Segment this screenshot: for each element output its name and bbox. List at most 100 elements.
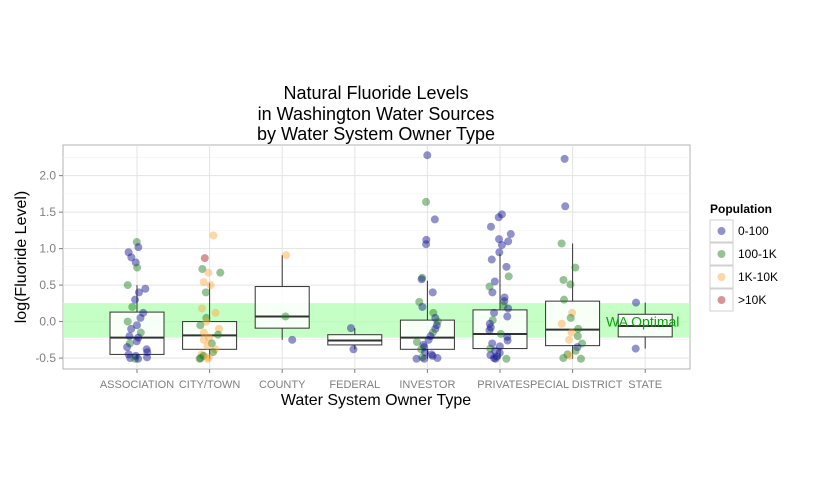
data-point xyxy=(134,288,143,297)
box-special-district xyxy=(545,243,601,359)
data-point xyxy=(428,328,437,337)
data-point xyxy=(431,313,440,322)
data-point xyxy=(204,353,213,362)
data-point xyxy=(124,248,133,257)
data-point xyxy=(209,231,218,240)
data-point xyxy=(134,354,143,363)
data-point xyxy=(133,263,142,272)
data-point xyxy=(199,328,208,337)
data-point xyxy=(349,345,358,354)
data-point xyxy=(127,324,136,333)
data-point xyxy=(203,354,212,363)
data-point xyxy=(412,338,421,347)
data-point xyxy=(487,255,496,264)
y-tick-label: 0.5 xyxy=(39,278,56,292)
points-layer xyxy=(123,151,641,363)
legend-swatch xyxy=(717,273,726,281)
data-point xyxy=(126,354,135,363)
data-point xyxy=(142,345,151,354)
data-point xyxy=(424,335,433,344)
data-point xyxy=(490,354,499,363)
data-point xyxy=(214,330,223,339)
data-point xyxy=(132,321,141,330)
data-point xyxy=(420,354,429,363)
data-point xyxy=(131,354,140,363)
legend-entry: 0-100 xyxy=(709,219,769,243)
data-point xyxy=(203,341,212,350)
data-point xyxy=(124,350,133,359)
data-point xyxy=(417,275,426,284)
chart-title-line-2: in Washington Water Sources xyxy=(258,104,495,124)
data-point xyxy=(631,344,640,353)
data-point xyxy=(500,297,509,306)
chart-title-line-3: by Water System Owner Type xyxy=(257,124,495,144)
data-point xyxy=(502,354,511,363)
data-point xyxy=(128,302,137,311)
boxes-layer xyxy=(109,243,673,359)
x-tick-label: ASSOCIATION xyxy=(100,379,174,391)
box-state xyxy=(617,302,673,349)
legend-key xyxy=(709,265,734,289)
legend-swatch xyxy=(717,227,726,235)
box-iqr xyxy=(399,319,455,350)
data-point xyxy=(429,308,438,317)
data-point xyxy=(214,324,223,333)
legend-entry: >10K xyxy=(709,288,766,312)
data-point xyxy=(557,239,566,248)
data-point xyxy=(139,308,148,317)
data-point xyxy=(561,202,570,211)
data-point xyxy=(432,321,441,330)
legend-entry: 100-1K xyxy=(709,242,777,266)
data-point xyxy=(204,333,213,342)
data-point xyxy=(423,151,432,160)
data-point xyxy=(490,277,499,286)
data-point xyxy=(563,350,572,359)
data-point xyxy=(288,335,297,344)
data-point xyxy=(502,262,511,271)
legend: Population 0-100 100-1K 1K-10K >10K xyxy=(709,202,778,312)
data-point xyxy=(565,351,574,360)
legend-key xyxy=(709,242,734,266)
data-point xyxy=(420,343,429,352)
legend-swatch xyxy=(717,296,726,304)
data-point xyxy=(198,265,207,274)
data-point xyxy=(433,354,442,363)
data-point xyxy=(131,258,140,267)
data-point xyxy=(495,342,504,351)
data-point xyxy=(485,326,494,335)
x-tick-label: FEDERAL xyxy=(329,379,380,391)
data-point xyxy=(208,348,217,357)
data-point xyxy=(486,323,495,332)
data-point xyxy=(497,240,506,249)
data-point xyxy=(494,213,503,222)
data-point xyxy=(504,237,513,246)
data-point xyxy=(488,316,497,325)
data-point xyxy=(497,210,506,219)
data-point xyxy=(131,295,140,304)
data-point xyxy=(196,321,205,330)
data-point xyxy=(504,272,513,281)
data-point xyxy=(491,354,500,363)
data-point xyxy=(431,324,440,333)
data-point xyxy=(136,328,145,337)
legend-key xyxy=(709,219,734,243)
x-axis-title: Water System Owner Type xyxy=(281,392,471,409)
data-point xyxy=(430,215,439,224)
data-point xyxy=(496,329,505,338)
data-point xyxy=(488,339,497,348)
data-point xyxy=(123,343,132,352)
data-point xyxy=(125,332,134,341)
data-point xyxy=(418,302,427,311)
data-point xyxy=(346,324,355,333)
data-point xyxy=(559,295,568,304)
data-point xyxy=(197,304,206,313)
data-point xyxy=(134,333,143,342)
box-private xyxy=(472,253,528,359)
data-point xyxy=(415,297,424,306)
data-point xyxy=(559,354,568,363)
data-point xyxy=(195,354,204,363)
legend-label: 0-100 xyxy=(738,224,769,238)
legend-swatch xyxy=(717,250,726,258)
x-tick-label: STATE xyxy=(628,379,662,391)
